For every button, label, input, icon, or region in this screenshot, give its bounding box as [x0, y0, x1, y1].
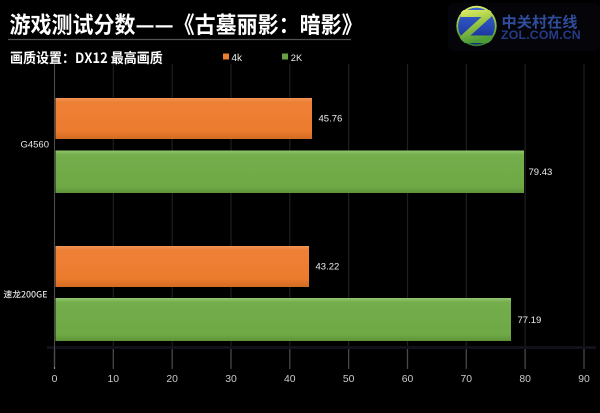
svg-text:43.22: 43.22 [316, 262, 340, 273]
svg-text:90: 90 [578, 374, 590, 385]
svg-text:79.43: 79.43 [529, 167, 553, 178]
svg-text:ZOL.COM.CN: ZOL.COM.CN [501, 28, 581, 42]
svg-text:50: 50 [343, 374, 355, 385]
svg-text:0: 0 [52, 374, 58, 385]
svg-text:80: 80 [519, 374, 531, 385]
svg-text:40: 40 [284, 374, 296, 385]
svg-text:77.19: 77.19 [518, 315, 542, 326]
svg-text:45.76: 45.76 [319, 114, 343, 125]
svg-text:2K: 2K [291, 53, 303, 63]
svg-text:4k: 4k [232, 53, 244, 64]
svg-text:60: 60 [402, 374, 414, 385]
svg-text:G4560: G4560 [20, 140, 49, 151]
svg-text:30: 30 [225, 374, 237, 385]
svg-text:10: 10 [108, 374, 120, 385]
svg-text:70: 70 [461, 374, 473, 385]
svg-text:20: 20 [166, 374, 178, 385]
